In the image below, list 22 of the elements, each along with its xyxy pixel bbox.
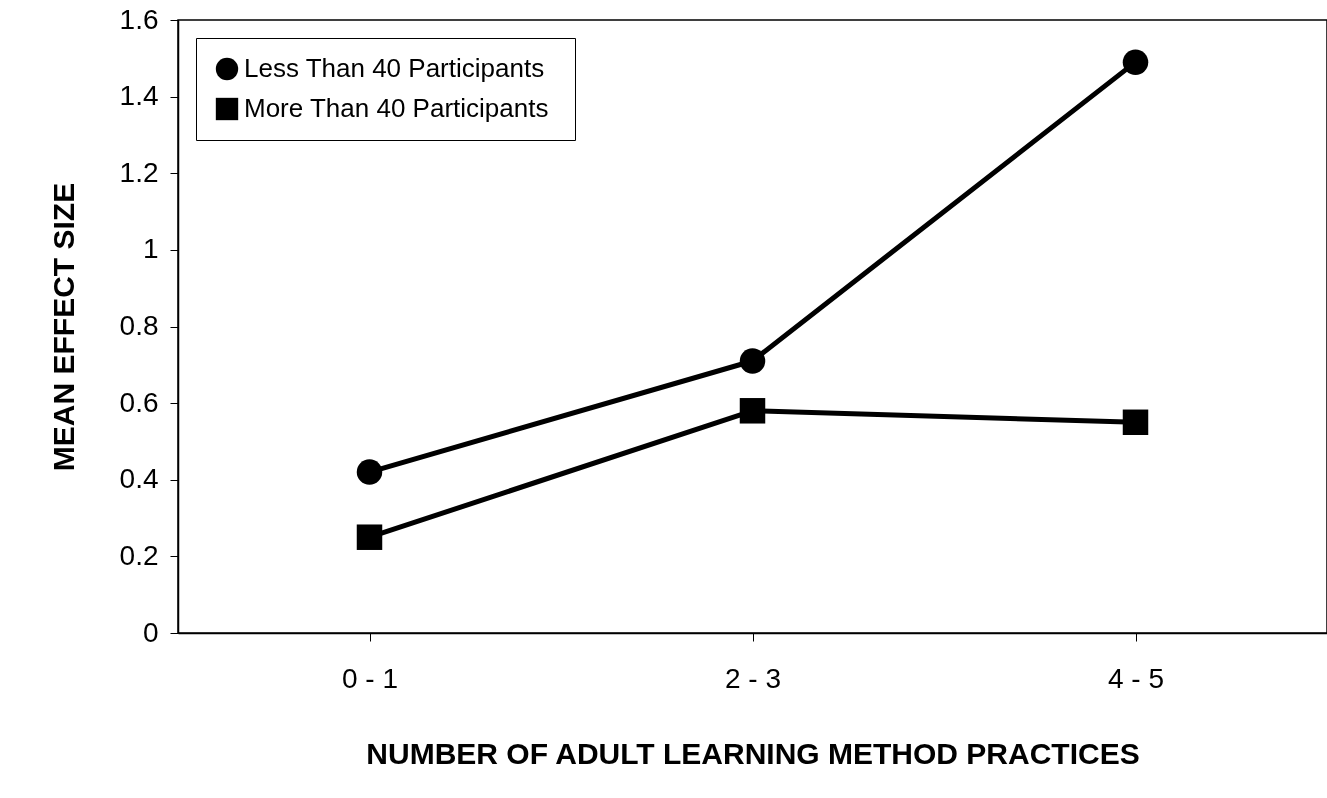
y-tick-label: 1.2 [119,156,159,188]
legend-label: Less Than 40 Participants [244,53,545,83]
x-tick-label: 4 - 5 [1107,662,1165,694]
y-tick-label: 1.4 [119,80,159,112]
y-tick-label: 0.4 [119,463,159,495]
y-axis-title: MEAN EFFECT SIZE [46,182,80,472]
x-tick-label: 2 - 3 [724,662,782,694]
point [739,348,766,374]
y-tick-label: 0.2 [119,539,159,571]
y-tick-label: 1.6 [119,3,159,35]
point [356,459,383,485]
point [1122,409,1149,436]
point [356,524,383,550]
y-tick-label: 0.8 [119,310,159,341]
x-tick-label: 0 - 1 [341,662,399,694]
x-axis-title: NUMBER OF ADULT LEARNING METHOD PRACTICES [366,736,1140,770]
point [739,398,766,424]
y-tick-label: 0 [142,616,159,648]
y-tick-label: 0.6 [119,386,159,418]
y-tick-label: 1 [142,233,159,265]
legend-label: More Than 40 Participants [244,93,549,123]
point [1122,49,1149,75]
